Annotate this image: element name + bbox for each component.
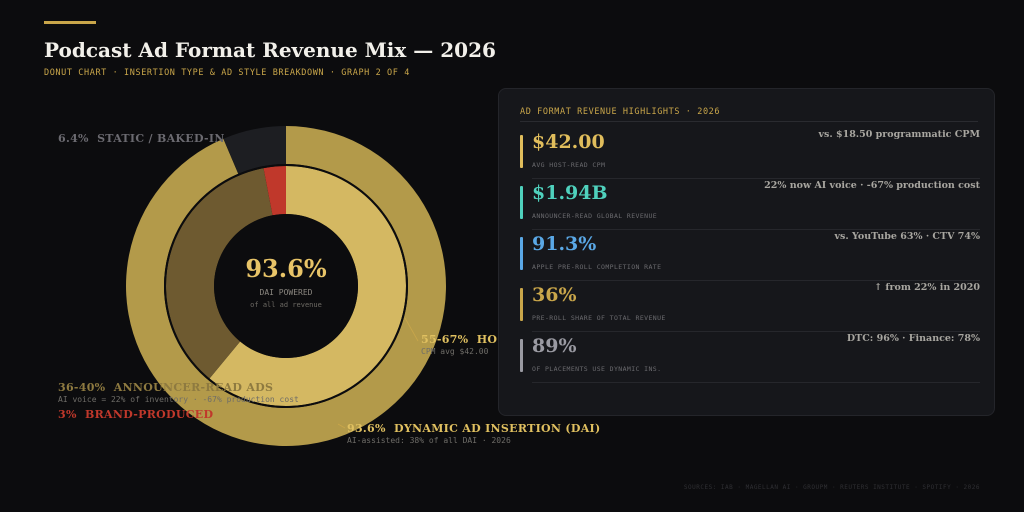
stat-note: vs. YouTube 63% · CTV 74% (834, 231, 980, 242)
leader-dai (337, 423, 346, 429)
stat-row-dynamic-placements: 89% OF PLACEMENTS USE DYNAMIC INS. DTC: … (520, 333, 980, 383)
callout-brand-produced: 3% BRAND-PRODUCED (58, 408, 213, 421)
stat-accent-bar (520, 339, 523, 372)
stat-value: 91.3% (532, 233, 597, 255)
callout-announcer-read: 36-40% ANNOUNCER-READ ADS (58, 381, 273, 394)
callout-announcer-pct: 36-40% (58, 381, 106, 394)
stat-row-preroll-completion: 91.3% APPLE PRE-ROLL COMPLETION RATE vs.… (520, 231, 980, 281)
stat-accent-bar (520, 237, 523, 270)
donut-center-label: DAI POWERED (259, 288, 313, 297)
stat-note: DTC: 96% · Finance: 78% (846, 333, 980, 344)
stat-value: 36% (532, 284, 577, 306)
sources-footnote: SOURCES: IAB · MAGELLAN AI · GROUPM · RE… (683, 484, 980, 491)
stat-divider (532, 229, 980, 230)
callout-static-label: STATIC / BAKED-IN (97, 132, 225, 145)
callout-static-baked-in: 6.4% STATIC / BAKED-IN (58, 132, 225, 145)
donut-center-value: 93.6% (245, 254, 327, 283)
stat-accent-bar (520, 186, 523, 219)
stat-note: vs. $18.50 programmatic CPM (818, 129, 980, 140)
stat-note: 22% now AI voice · -67% production cost (764, 180, 980, 191)
stat-row-preroll-share: 36% PRE-ROLL SHARE OF TOTAL REVENUE ↑ fr… (520, 282, 980, 332)
callout-announcer-sub: AI voice = 22% of inventory · -67% produ… (58, 395, 299, 404)
callout-host-pct: 55-67% (421, 333, 469, 346)
donut-hole (214, 214, 358, 358)
stat-label: PRE-ROLL SHARE OF TOTAL REVENUE (532, 314, 666, 322)
highlights-panel: AD FORMAT REVENUE HIGHLIGHTS · 2026 $42.… (498, 88, 995, 416)
page-subtitle: DONUT CHART · INSERTION TYPE & AD STYLE … (44, 68, 410, 78)
stat-value: 89% (532, 335, 577, 357)
title-accent-bar (44, 21, 96, 24)
stat-label: AVG HOST-READ CPM (532, 161, 606, 169)
callout-host-sub: CPM avg $42.00 (421, 347, 489, 356)
stat-label: APPLE PRE-ROLL COMPLETION RATE (532, 263, 662, 271)
callout-dai-sub: AI-assisted: 38% of all DAI · 2026 (347, 436, 511, 445)
stat-row-host-read-cpm: $42.00 AVG HOST-READ CPM vs. $18.50 prog… (520, 129, 980, 179)
stat-value: $42.00 (532, 131, 605, 153)
inner-slice-hos (209, 166, 407, 406)
callout-static-pct: 6.4% (58, 132, 89, 145)
leader-host-read (404, 317, 419, 342)
stat-label: ANNOUNCER-READ GLOBAL REVENUE (532, 212, 658, 220)
stat-row-announcer-revenue: $1.94B ANNOUNCER-READ GLOBAL REVENUE 22%… (520, 180, 980, 230)
callout-brand-pct: 3% (58, 408, 77, 421)
outer-slice-static-baked-in (223, 126, 286, 174)
donut-center-sublabel: of all ad revenue (250, 301, 322, 309)
callout-dai: 93.6% DYNAMIC AD INSERTION (DAI) (347, 422, 601, 435)
callout-dai-pct: 93.6% (347, 422, 386, 435)
callout-brand-label: BRAND-PRODUCED (84, 408, 214, 421)
stat-divider (532, 382, 980, 383)
stat-value: $1.94B (532, 182, 608, 204)
callout-dai-label: DYNAMIC AD INSERTION (DAI) (394, 422, 601, 435)
stat-divider (532, 280, 980, 281)
stat-divider (532, 178, 980, 179)
inner-slice-brand-produced (263, 166, 286, 216)
stat-note: ↑ from 22% in 2020 (874, 282, 980, 293)
stat-accent-bar (520, 288, 523, 321)
callout-announcer-label: ANNOUNCER-READ ADS (113, 381, 274, 394)
stat-divider (532, 331, 980, 332)
ring-separator (164, 164, 408, 408)
page-title: Podcast Ad Format Revenue Mix — 2026 (44, 38, 496, 62)
inner-slice-announcer-read-ads (166, 168, 273, 379)
callout-host-read: 55-67% HOS (421, 333, 498, 346)
highlights-panel-title: AD FORMAT REVENUE HIGHLIGHTS · 2026 (520, 107, 721, 117)
stat-accent-bar (520, 135, 523, 168)
panel-divider (520, 121, 978, 122)
callout-host-label: HOS (476, 333, 498, 346)
stat-label: OF PLACEMENTS USE DYNAMIC INS. (532, 365, 662, 373)
